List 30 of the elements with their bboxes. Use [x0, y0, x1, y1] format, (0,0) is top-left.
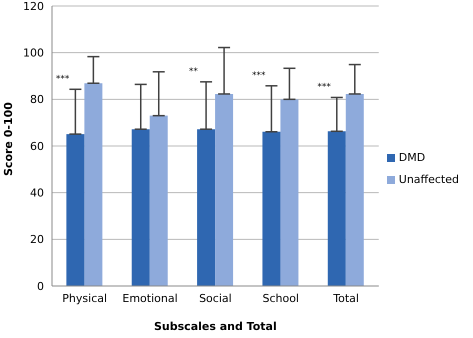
x-axis-title: Subscales and Total [154, 320, 277, 333]
annotation: *** [56, 74, 70, 84]
bar [215, 94, 234, 286]
y-tick-label: 40 [30, 186, 44, 200]
x-tick-label: Physical [62, 292, 108, 305]
y-tick-label: 80 [30, 93, 44, 106]
annotation: *** [317, 82, 332, 92]
bar [280, 99, 298, 286]
bar [132, 129, 150, 286]
y-tick-label: 60 [30, 140, 44, 153]
bar [150, 116, 168, 286]
x-tick-label: School [262, 292, 299, 305]
y-tick-label: 120 [23, 0, 44, 13]
bar [346, 94, 364, 286]
bar [84, 83, 102, 286]
y-tick-label: 20 [30, 233, 44, 246]
bar [197, 129, 216, 286]
y-axis-title: Score 0-100 [2, 102, 15, 176]
annotation: ** [188, 66, 198, 77]
x-tick-label: Total [332, 292, 359, 305]
x-tick-label: Social [199, 292, 232, 305]
legend-label: DMD [398, 151, 426, 164]
bar [328, 131, 346, 286]
bar [262, 132, 280, 286]
bar [66, 134, 84, 286]
y-tick-label: 0 [37, 280, 44, 293]
y-tick-label: 100 [23, 46, 44, 60]
legend-label: Unaffected [398, 173, 459, 186]
x-tick-label: Emotional [122, 292, 178, 305]
annotation: *** [252, 70, 266, 81]
